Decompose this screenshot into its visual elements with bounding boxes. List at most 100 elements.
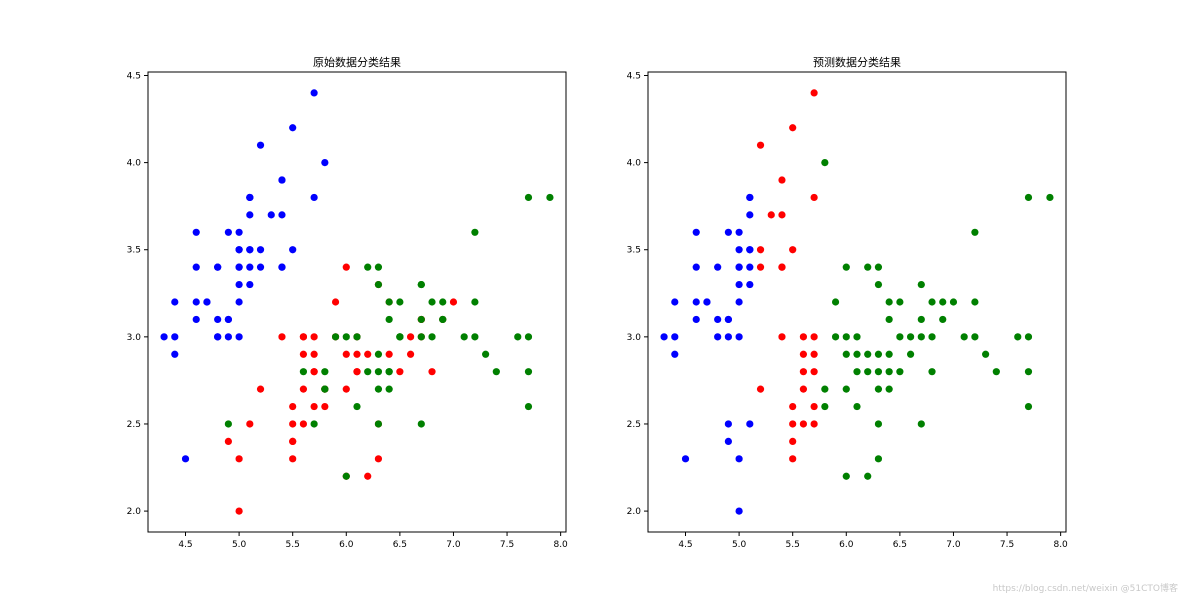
data-point bbox=[778, 211, 786, 219]
data-point bbox=[471, 333, 479, 341]
data-point bbox=[885, 315, 893, 324]
data-point bbox=[310, 333, 318, 341]
data-point bbox=[756, 385, 765, 393]
data-point bbox=[214, 263, 222, 271]
data-point bbox=[692, 298, 700, 306]
data-point bbox=[874, 263, 883, 271]
data-point bbox=[842, 385, 850, 393]
data-point bbox=[810, 193, 818, 202]
data-point bbox=[906, 350, 915, 358]
data-point bbox=[353, 333, 361, 341]
data-point bbox=[364, 350, 372, 358]
data-point bbox=[789, 455, 797, 463]
data-point bbox=[299, 368, 308, 376]
data-point bbox=[224, 420, 232, 428]
data-point bbox=[703, 298, 711, 306]
data-point bbox=[724, 437, 732, 445]
data-point bbox=[374, 263, 383, 271]
data-point bbox=[864, 350, 872, 358]
data-point bbox=[289, 402, 297, 411]
chart-original-classification: 原始数据分类结果 4.5 5.0 5.5 6.0 6.5 7.0 7.5 8.0 2.0 2.5 3… bbox=[127, 55, 568, 550]
data-point bbox=[917, 315, 925, 324]
x-tick-label: 5.0 bbox=[232, 540, 247, 550]
data-point bbox=[192, 315, 200, 324]
data-point bbox=[992, 368, 1000, 376]
data-point bbox=[821, 385, 829, 393]
data-point bbox=[310, 402, 318, 411]
data-point bbox=[310, 420, 318, 428]
x-tick-label: 7.0 bbox=[446, 540, 461, 550]
x-tick-label: 4.5 bbox=[678, 540, 692, 550]
data-point bbox=[799, 385, 808, 393]
data-point bbox=[735, 298, 743, 306]
y-tick-label: 2.5 bbox=[627, 420, 641, 430]
data-point bbox=[171, 298, 179, 306]
data-point bbox=[181, 455, 190, 463]
data-point bbox=[192, 298, 200, 306]
data-point bbox=[810, 420, 818, 428]
data-point bbox=[278, 333, 286, 341]
y-tick-label: 4.5 bbox=[127, 71, 141, 81]
data-point bbox=[1046, 193, 1054, 202]
data-point bbox=[960, 333, 968, 341]
data-point bbox=[831, 333, 840, 341]
data-point bbox=[342, 385, 350, 393]
data-point bbox=[1014, 333, 1022, 341]
data-point bbox=[289, 455, 297, 463]
data-point bbox=[982, 350, 990, 358]
data-point bbox=[671, 333, 679, 341]
data-point bbox=[799, 368, 808, 376]
data-point bbox=[789, 437, 797, 445]
data-point bbox=[342, 333, 350, 341]
data-point bbox=[821, 402, 829, 411]
data-point bbox=[385, 350, 393, 358]
data-point bbox=[789, 420, 797, 428]
data-point bbox=[235, 455, 243, 463]
data-point bbox=[660, 333, 668, 341]
data-point bbox=[289, 437, 297, 445]
data-point bbox=[906, 333, 915, 341]
y-tick-label: 2.5 bbox=[127, 420, 141, 430]
data-point bbox=[299, 385, 308, 393]
data-point bbox=[417, 420, 425, 428]
x-tick-label: 8.0 bbox=[1053, 540, 1068, 550]
data-point bbox=[724, 228, 732, 236]
data-point bbox=[971, 298, 979, 306]
data-point bbox=[267, 211, 275, 219]
data-point bbox=[767, 211, 775, 219]
data-point bbox=[256, 246, 265, 254]
data-point bbox=[235, 280, 243, 289]
x-tick-label: 6.5 bbox=[393, 540, 407, 550]
data-point bbox=[917, 280, 925, 289]
data-point bbox=[385, 368, 393, 376]
data-point bbox=[756, 263, 765, 271]
data-point bbox=[192, 263, 200, 271]
data-point bbox=[810, 368, 818, 376]
x-tick-label: 7.0 bbox=[946, 540, 961, 550]
data-point bbox=[374, 385, 383, 393]
data-point bbox=[874, 368, 883, 376]
data-point bbox=[874, 280, 883, 289]
data-point bbox=[256, 263, 265, 271]
data-point bbox=[353, 402, 361, 411]
data-point bbox=[256, 385, 265, 393]
data-point bbox=[471, 298, 479, 306]
data-point bbox=[724, 420, 732, 428]
data-point bbox=[439, 315, 447, 324]
data-point bbox=[406, 333, 415, 341]
data-point bbox=[735, 507, 743, 515]
axes-frame bbox=[147, 71, 567, 533]
data-point bbox=[321, 159, 329, 167]
data-point bbox=[714, 263, 722, 271]
data-point bbox=[1024, 368, 1033, 376]
data-point bbox=[171, 333, 179, 341]
data-point bbox=[214, 315, 222, 324]
data-point bbox=[853, 402, 861, 411]
data-point bbox=[671, 298, 679, 306]
data-point bbox=[746, 211, 754, 219]
data-point bbox=[874, 420, 883, 428]
data-point bbox=[374, 350, 383, 358]
data-point bbox=[864, 472, 872, 480]
data-point bbox=[385, 298, 393, 306]
x-tick-label: 8.0 bbox=[553, 540, 568, 550]
